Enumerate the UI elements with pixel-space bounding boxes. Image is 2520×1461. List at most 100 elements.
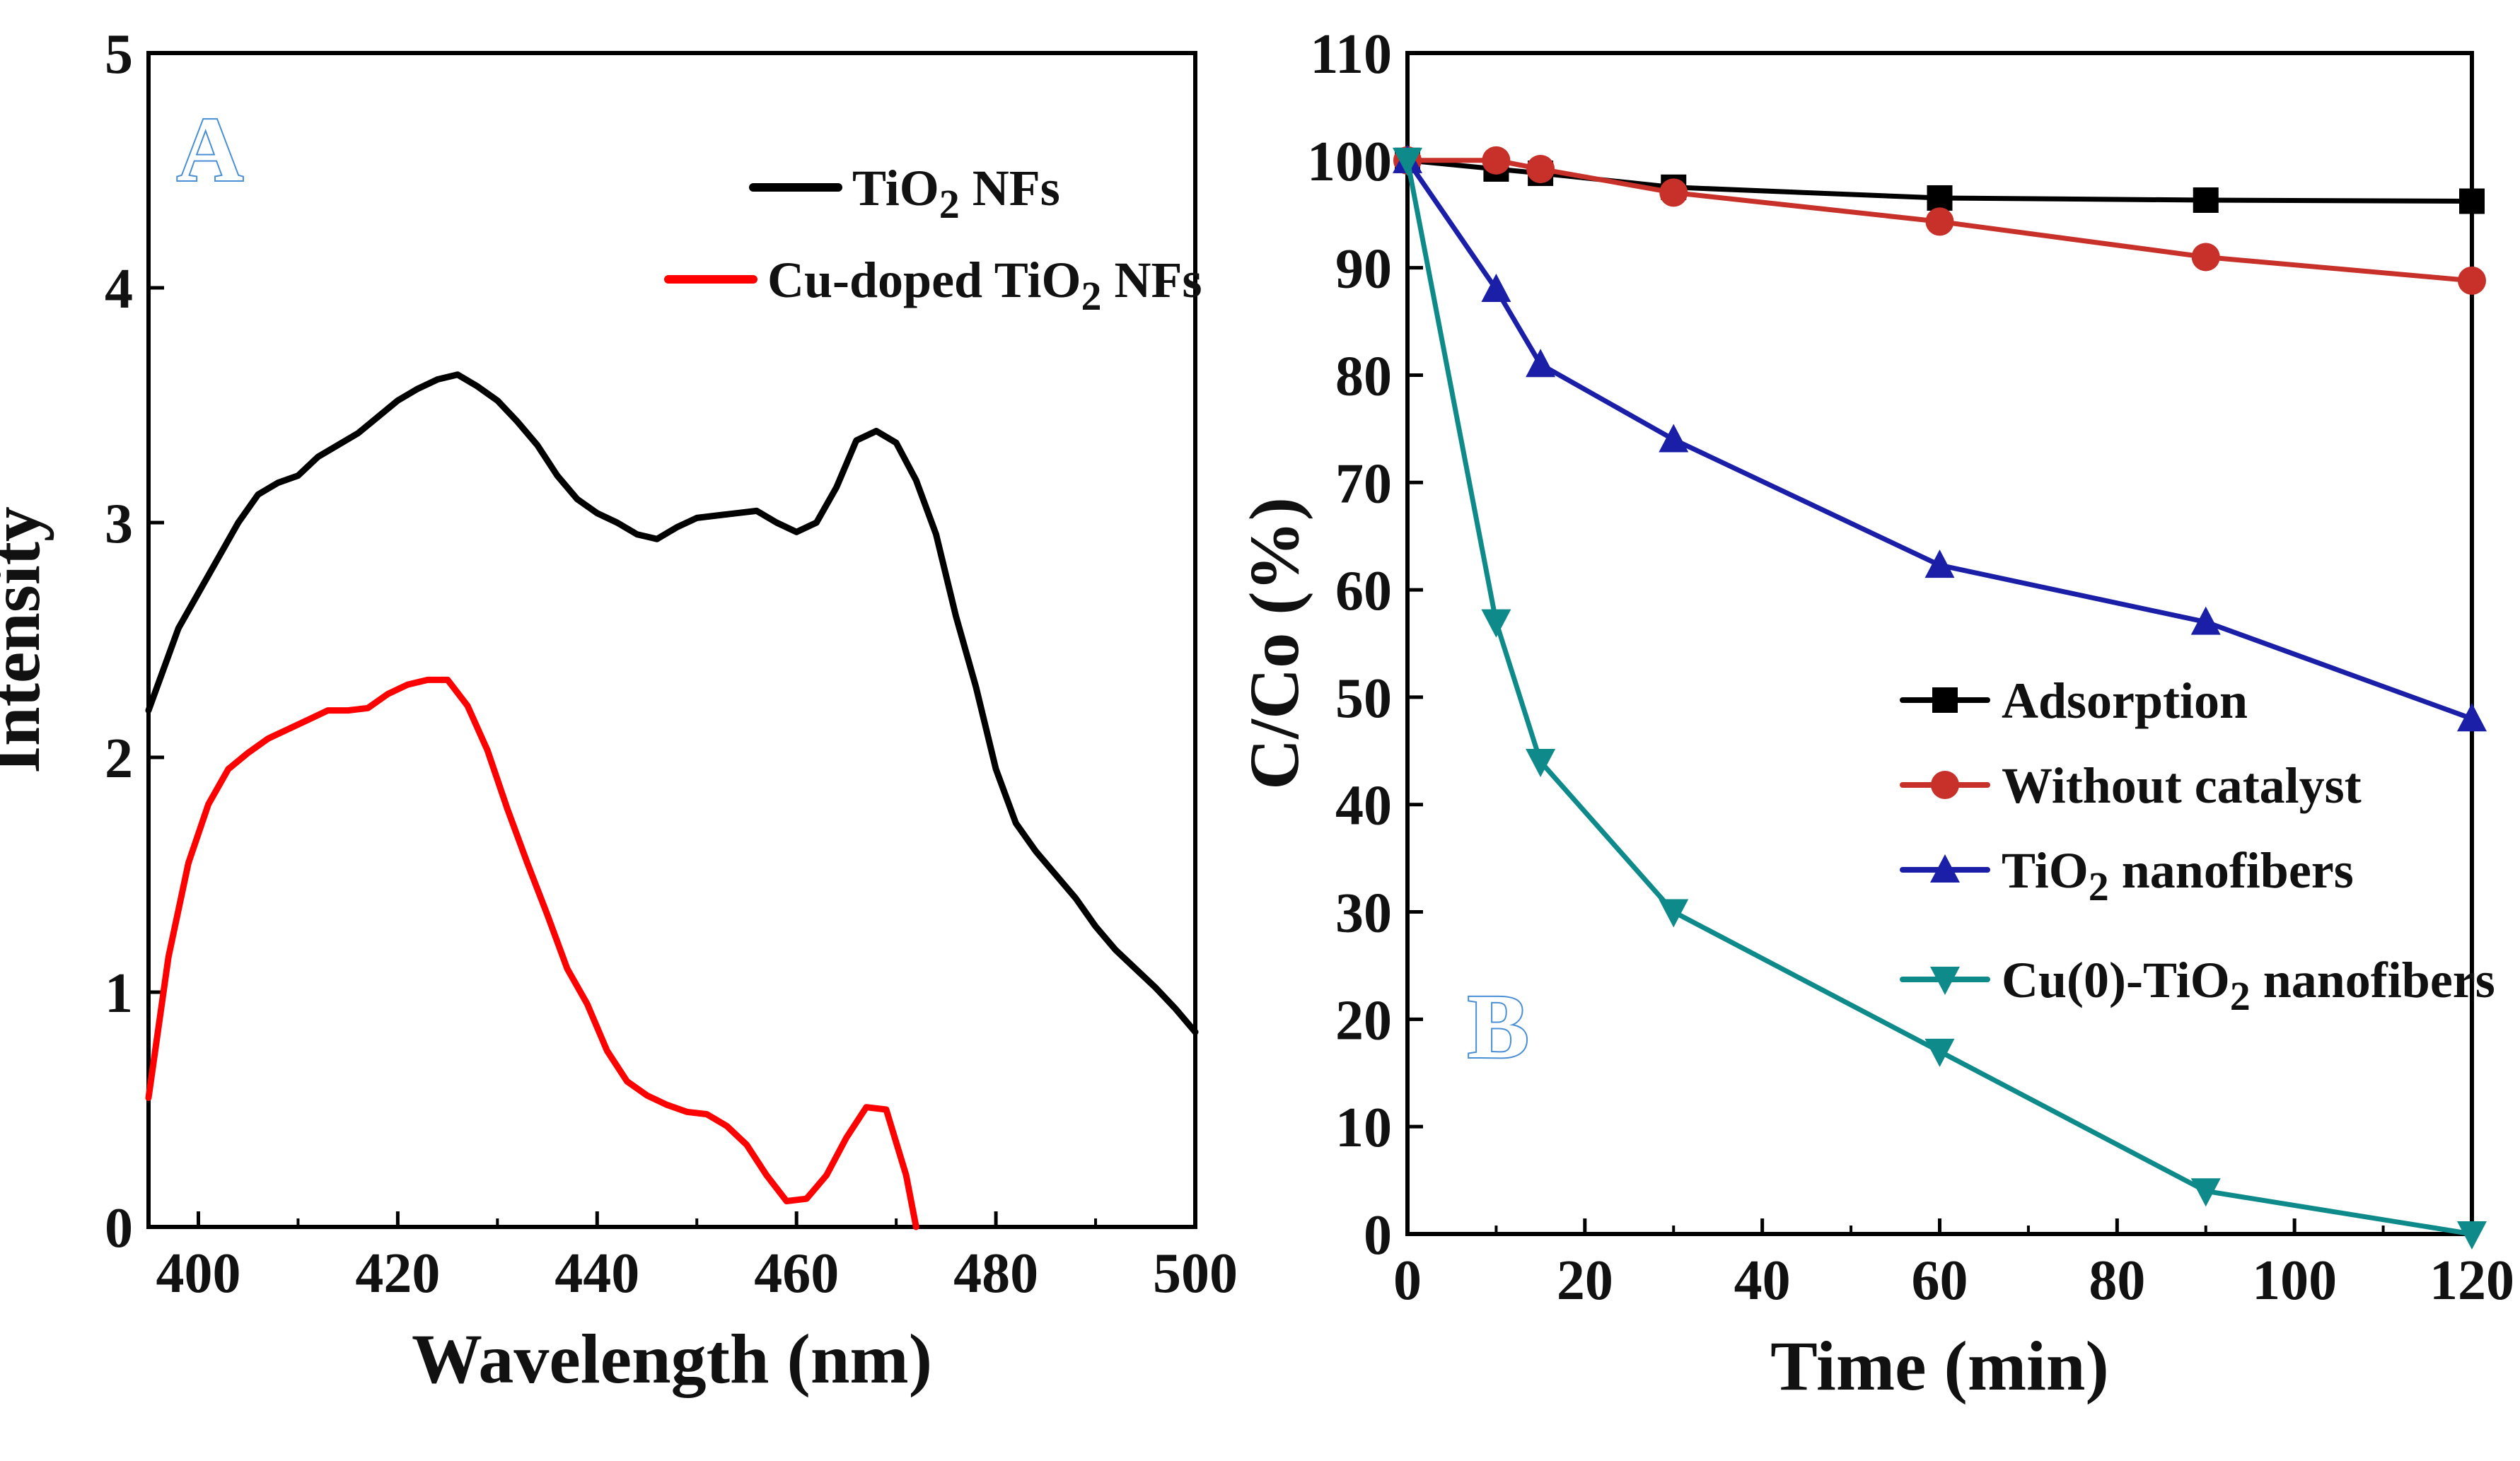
data-point	[1924, 549, 1955, 578]
y-tick-label: 4	[105, 258, 133, 320]
series-without-catalyst	[1393, 146, 2486, 295]
data-point	[1659, 178, 1688, 207]
legend-label: Adsorption	[2002, 673, 2248, 729]
legend-text-part: TiO	[852, 160, 939, 216]
data-point	[2193, 187, 2219, 213]
x-tick-label: 40	[1734, 1250, 1791, 1312]
data-point	[1526, 749, 1556, 777]
y-tick-label: 1	[105, 962, 133, 1025]
legend-subscript: 2	[2230, 973, 2251, 1019]
data-point	[1481, 274, 1511, 302]
data-point	[2457, 1221, 2487, 1250]
y-tick-label: 20	[1335, 989, 1392, 1052]
y-tick-label: 60	[1335, 560, 1392, 622]
data-point	[1924, 1038, 1955, 1067]
panel-a-chart: 400 420 440 460 480 500 0 1 2 3 4 5 Wavelength (nm) I…	[0, 23, 1238, 1398]
data-point	[1659, 899, 1689, 928]
legend-marker	[1932, 687, 1958, 713]
y-tick-label: 40	[1335, 775, 1392, 837]
legend-subscript: 2	[939, 181, 960, 227]
x-axis-title: Time (min)	[1770, 1327, 2109, 1405]
x-tick-label: 0	[1393, 1250, 1422, 1312]
x-tick-label: 80	[2089, 1250, 2145, 1312]
y-axis-title: C/Co (%)	[1235, 497, 1313, 790]
x-tick-label: 400	[156, 1242, 240, 1305]
y-tick-label: 70	[1335, 453, 1392, 515]
legend-entry: TiO2 NFs	[749, 160, 1060, 227]
legend-entry: TiO2 nanofibers	[1900, 842, 2354, 909]
y-tick-label: 0	[105, 1197, 133, 1259]
data-point	[2191, 243, 2220, 272]
panel-letter: B	[1468, 976, 1529, 1078]
legend-subscript: 2	[2089, 863, 2109, 909]
x-tick-label: 500	[1153, 1242, 1238, 1305]
legend-text-part: Without catalyst	[2002, 757, 2362, 814]
y-tick-label: 30	[1335, 883, 1392, 945]
x-tick-label: 440	[554, 1242, 639, 1305]
data-point	[2190, 606, 2221, 635]
x-tick-label: 420	[355, 1242, 440, 1305]
legend-text-part: Cu-doped TiO	[767, 252, 1081, 308]
legend-entry: Without catalyst	[1900, 757, 2362, 814]
data-point	[1482, 146, 1511, 175]
y-tick-label: 3	[105, 493, 133, 555]
panel-b-chart: 0 20 40 60 80 100 120 0 10 20 30 40 50 60 70 80 90 100 110…	[1235, 23, 2514, 1405]
x-tick-label: 480	[953, 1242, 1038, 1305]
panel-letter: A	[177, 99, 243, 201]
data-point	[1393, 147, 1422, 176]
y-tick-label: 2	[105, 728, 133, 790]
data-point	[1659, 424, 1689, 453]
data-point	[1925, 207, 1954, 236]
y-axis-title: Intensity	[0, 506, 54, 774]
x-tick-label: 100	[2252, 1250, 2337, 1312]
y-tick-label: 110	[1310, 23, 1392, 86]
legend-text-part: nanofibers	[2251, 952, 2495, 1008]
legend-text-part: TiO	[2002, 842, 2089, 899]
series-tio2-nfs	[145, 371, 1199, 1035]
data-point	[1927, 185, 1953, 211]
series-adsorption	[1395, 147, 2485, 214]
data-point	[2190, 1178, 2221, 1207]
legend-label: Cu-doped TiO2 NFs	[767, 252, 1202, 319]
plot-frame	[146, 51, 1197, 1229]
legend-marker	[1931, 771, 1959, 799]
series-line	[145, 676, 919, 1230]
legend-text-part: nanofibers	[2109, 842, 2354, 899]
legend-marker	[1930, 854, 1960, 883]
series-tio2-nanofibers	[1393, 144, 2487, 732]
y-tick-label: 80	[1335, 345, 1392, 407]
data-point	[1526, 349, 1556, 378]
legend-text-part: NFs	[960, 160, 1060, 216]
legend-entry: Adsorption	[1900, 673, 2248, 729]
legend-label: Without catalyst	[2002, 757, 2362, 814]
data-point	[2458, 266, 2486, 295]
y-tick-label: 50	[1335, 668, 1392, 730]
data-point	[1481, 609, 1511, 638]
y-tick-label: 100	[1307, 131, 1392, 193]
legend-label: TiO2 nanofibers	[2002, 842, 2354, 909]
legend-label: TiO2 NFs	[852, 160, 1060, 227]
legend-text-part: Cu(0)-TiO	[2002, 952, 2230, 1008]
legend-subscript: 2	[1081, 273, 1102, 319]
data-point	[2457, 703, 2487, 732]
series-cu-0-tio2-nanofibers	[1393, 147, 2487, 1250]
legend-text-part: Adsorption	[2002, 673, 2248, 729]
data-point	[1526, 154, 1555, 183]
x-tick-label: 120	[2429, 1250, 2514, 1312]
series-line	[145, 371, 1199, 1035]
legend-marker	[1930, 967, 1960, 995]
x-tick-label: 60	[1912, 1250, 1968, 1312]
data-point	[2459, 188, 2485, 214]
series-line	[1405, 158, 2475, 721]
legend-text-part: NFs	[1102, 252, 1202, 308]
y-tick-label: 90	[1335, 238, 1392, 301]
series-cu-doped-tio2-nfs	[145, 676, 919, 1230]
y-tick-label: 10	[1335, 1097, 1392, 1159]
x-axis-title: Wavelength (nm)	[412, 1320, 932, 1398]
legend-entry: Cu(0)-TiO2 nanofibers	[1900, 952, 2495, 1019]
x-tick-label: 460	[754, 1242, 839, 1305]
y-tick-label: 5	[105, 23, 133, 86]
legend-label: Cu(0)-TiO2 nanofibers	[2002, 952, 2495, 1019]
y-tick-label: 0	[1364, 1204, 1392, 1267]
